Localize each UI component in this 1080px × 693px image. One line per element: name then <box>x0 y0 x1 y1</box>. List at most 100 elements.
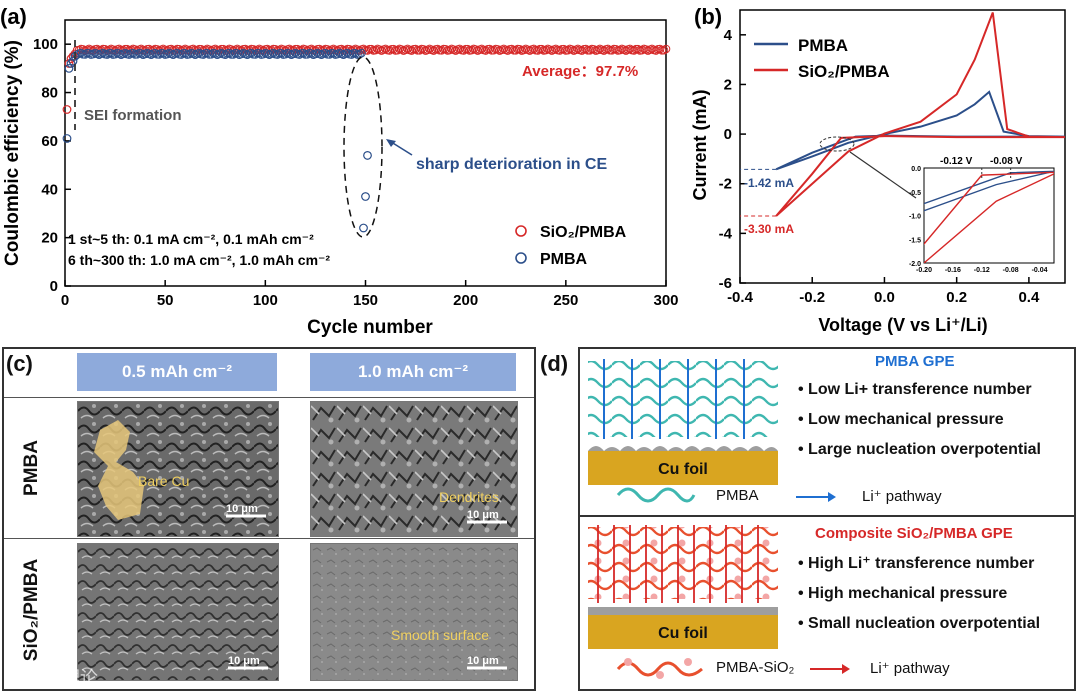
annotation-142: -1.42 mA <box>744 176 794 190</box>
panel-d-label: (d) <box>540 351 569 376</box>
y-tick-label-b: -4 <box>719 225 733 242</box>
watermark: 大数据理论 <box>8 668 98 689</box>
pmba-legend-label: PMBA <box>716 487 759 504</box>
legend-label-pmba-b: PMBA <box>798 36 848 55</box>
sei-label: SEI formation <box>84 107 182 124</box>
dendrites-label: Dendrites <box>439 489 499 505</box>
sem-pmba-05: Bare Cu 10 μm <box>77 401 279 537</box>
li-pathways-bottom <box>597 525 759 603</box>
inset-x-tick: -0.20 <box>916 267 932 274</box>
bare-cu-label: Bare Cu <box>138 473 189 489</box>
y-tick-label-a: 0 <box>50 278 58 295</box>
lithium-deposits <box>588 446 778 451</box>
x-axis-title-a: Cycle number <box>307 317 433 338</box>
average-label: Average：97.7% <box>522 63 638 80</box>
inset-x-tick: -0.12 <box>974 267 990 274</box>
sem-texture-dendrite: Dendrites 10 μm <box>311 402 517 536</box>
x-axis-title-b: Voltage (V vs Li⁺/Li) <box>818 315 987 335</box>
panel-c: (c) 0.5 mAh cm⁻² 1.0 mAh cm⁻² PMBA SiO₂/… <box>0 345 540 693</box>
panel-a-label: (a) <box>0 4 27 29</box>
scale-label-3: 10 μm <box>228 655 260 667</box>
panel-d-frame <box>578 347 1076 691</box>
zoom-ellipse <box>819 136 855 152</box>
y-tick-label-b: 4 <box>724 27 733 44</box>
x-tick-label-a: 0 <box>61 292 69 309</box>
cu-foil-top-label: Cu foil <box>658 461 708 478</box>
column-header-10: 1.0 mAh cm⁻² <box>310 353 516 391</box>
panel-a-chart: (a) 0 50 100 150 200 250 300 0 20 40 60 80 100 Cycle… <box>0 4 679 338</box>
panel-b-chart: (b) -0.4 -0.2 0.0 0.2 0.4 -6 -4 -2 0 2 4 Voltage (… <box>690 4 1066 335</box>
sio2-schematic: Cu foil <box>588 525 778 649</box>
scale-label-1: 10 μm <box>226 503 258 515</box>
legend-label-sio2-b: SiO₂/PMBA <box>798 62 890 81</box>
inset-y-tick: -2.0 <box>909 261 921 268</box>
zoom-arrow <box>849 151 917 199</box>
x-tick-label-a: 150 <box>353 292 378 309</box>
x-tick-label-a: 300 <box>653 292 678 309</box>
legend-marker-sio2 <box>515 225 527 237</box>
inset-y-tick: 0.0 <box>911 166 921 173</box>
data-point-pmba <box>361 192 370 201</box>
deterioration-arrowhead <box>386 139 396 147</box>
sio2-bullet-3: Small nucleation overpotential <box>798 615 1040 633</box>
plot-frame-b <box>739 9 1066 284</box>
legend-label-pmba: PMBA <box>540 251 588 268</box>
deterioration-ellipse <box>343 56 383 238</box>
sem-texture-rough: Bare Cu 10 μm <box>78 402 278 536</box>
y-tick-label-a: 40 <box>41 181 58 198</box>
inset-y-tick: -0.5 <box>909 190 921 197</box>
condition-1: 1 st~5 th: 0.1 mA cm⁻², 0.1 mAh cm⁻² <box>68 231 314 247</box>
pmba-bullet-1: Low Li+ transference number <box>798 381 1041 399</box>
y-axis-title-b: Current (mA) <box>690 89 710 200</box>
legend-label-sio2: SiO₂/PMBA <box>540 224 627 241</box>
panel-d-divider <box>580 515 1074 517</box>
sio2-path-label: Li⁺ pathway <box>870 660 950 677</box>
data-point-pmba <box>62 134 72 143</box>
x-tick-label-b: -0.4 <box>727 289 754 306</box>
x-tick-label-b: 0.0 <box>874 289 895 306</box>
pmba-title: PMBA GPE <box>875 353 955 370</box>
condition-2: 6 th~300 th: 1.0 mA cm⁻², 1.0 mAh cm⁻² <box>68 252 330 268</box>
panel-c-label: (c) <box>6 351 33 376</box>
sem-texture-smooth: Smooth surface 10 μm <box>311 544 517 680</box>
y-axis-title-a: Coulombic efficiency (%) <box>2 40 23 266</box>
x-tick-label-b: 0.4 <box>1018 289 1040 306</box>
row-divider-1 <box>4 397 534 398</box>
data-point-sio2 <box>62 105 72 114</box>
sio2-bullet-1: High Li⁺ transference number <box>798 553 1040 573</box>
inset-label-012: -0.12 V <box>940 156 973 167</box>
legend-marker-pmba <box>515 252 527 264</box>
sio2-legend-label: PMBA-SiO₂ <box>716 659 795 676</box>
inset-label-008: -0.08 V <box>990 156 1023 167</box>
data-point-sio2 <box>659 45 669 55</box>
sharp-label: sharp deterioration in CE <box>416 156 607 173</box>
x-tick-label-a: 250 <box>553 292 578 309</box>
lithium-layer <box>588 607 778 615</box>
scale-label-4: 10 μm <box>467 655 499 667</box>
y-tick-label-a: 20 <box>41 230 58 247</box>
sio2-legend-arrow <box>810 664 850 674</box>
y-tick-label-a: 60 <box>41 133 58 150</box>
inset-x-tick: -0.08 <box>1003 267 1019 274</box>
cv-curve-sio2 <box>775 12 1066 217</box>
annotation-330: -3.30 mA <box>744 222 794 236</box>
pmba-legend-arrow <box>796 492 836 502</box>
panel-d: (d) Cu foil PMBA GPE Low Li+ transferenc… <box>540 345 1080 693</box>
sem-sio2-10: Smooth surface 10 μm <box>310 543 518 681</box>
row-label-pmba: PMBA <box>21 440 42 496</box>
sem-texture-dense: 10 μm <box>78 544 278 680</box>
inset-y-tick: -1.5 <box>909 237 921 244</box>
scale-label-2: 10 μm <box>467 509 499 521</box>
li-pathways-top <box>603 359 745 439</box>
inset-x-tick: -0.16 <box>945 267 961 274</box>
x-tick-label-a: 50 <box>157 292 174 309</box>
y-tick-label-b: 2 <box>724 76 732 93</box>
pmba-bullets: Low Li+ transference number Low mechanic… <box>798 381 1041 471</box>
inset-y-tick: -1.0 <box>909 214 921 221</box>
cu-foil-top <box>588 451 778 485</box>
sio2-bullets: High Li⁺ transference number High mechan… <box>798 553 1040 645</box>
inset-x-tick: -0.04 <box>1032 267 1048 274</box>
data-point-pmba <box>363 151 372 160</box>
inset-frame <box>923 167 1055 264</box>
pmba-schematic: Cu foil <box>588 359 778 485</box>
